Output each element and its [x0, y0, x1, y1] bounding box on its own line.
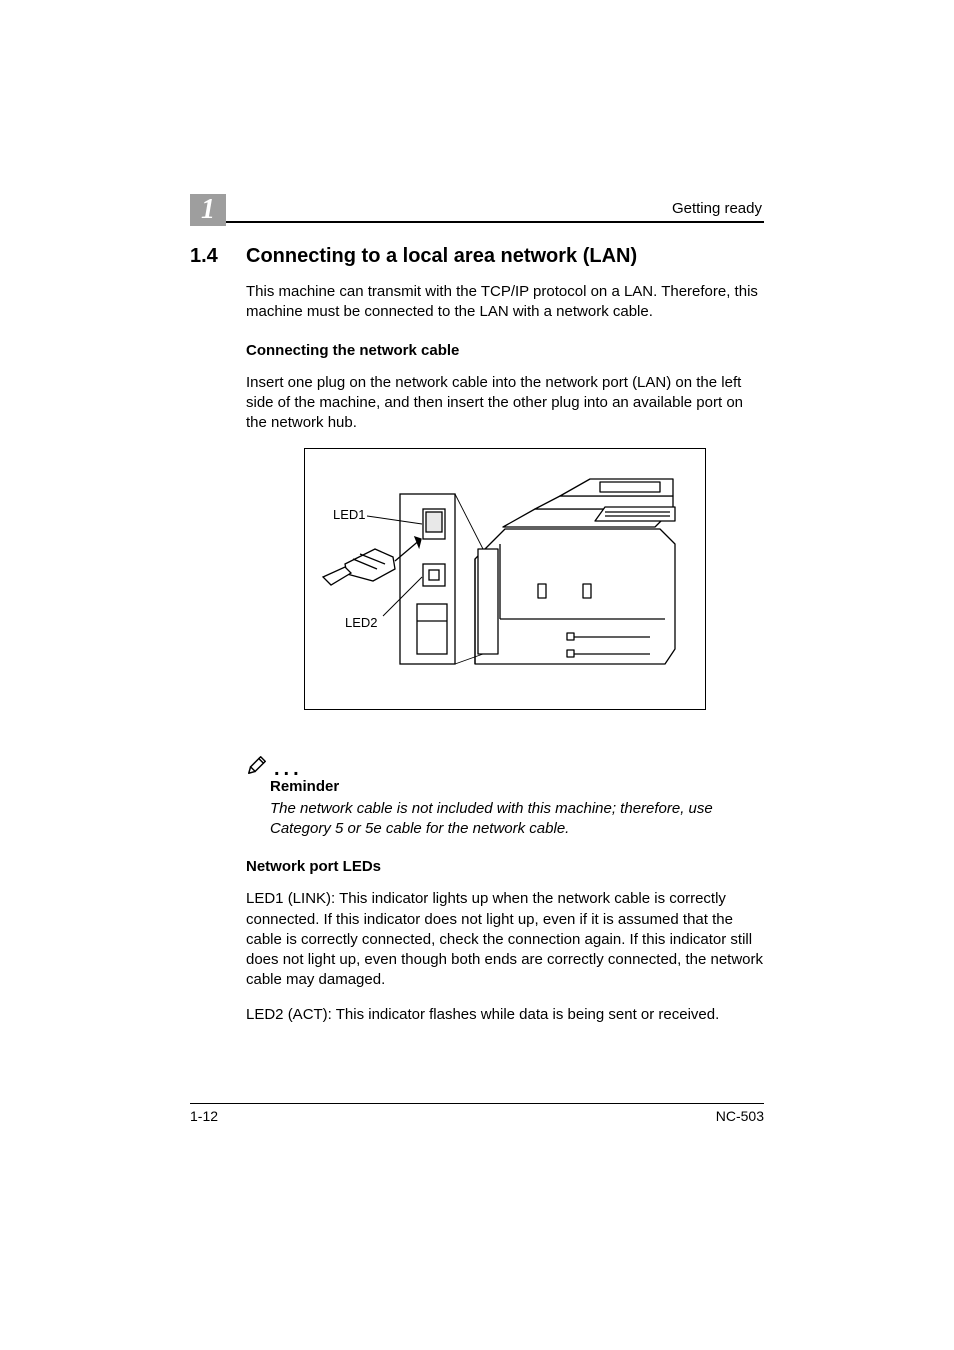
reminder-block: ... Reminder The network cable is not in…	[246, 754, 764, 840]
reminder-text: The network cable is not included with t…	[270, 799, 764, 840]
network-leds-block: Network port LEDs LED1 (LINK): This indi…	[246, 857, 764, 1025]
running-title: Getting ready	[190, 200, 764, 217]
reminder-title: Reminder	[270, 778, 764, 795]
header-rule	[190, 221, 764, 223]
model-number: NC-503	[716, 1108, 764, 1124]
pencil-icon	[246, 754, 268, 776]
page-number: 1-12	[190, 1108, 218, 1124]
led2-paragraph: LED2 (ACT): This indicator flashes while…	[246, 1005, 764, 1025]
page: Getting ready 1 1.4 Connecting to a loca…	[0, 0, 954, 1350]
section-heading-row: 1.4 Connecting to a local area network (…	[190, 245, 764, 268]
footer-row: 1-12 NC-503	[190, 1108, 764, 1124]
page-footer: 1-12 NC-503	[190, 1103, 764, 1124]
printer-diagram-svg: LED1 LED2	[305, 449, 705, 709]
printer-diagram: LED1 LED2	[304, 448, 706, 710]
led2-label: LED2	[345, 615, 378, 630]
intro-paragraph: This machine can transmit with the TCP/I…	[246, 282, 764, 323]
section-number: 1.4	[190, 245, 246, 268]
figure-container: LED1 LED2	[246, 448, 764, 710]
reminder-icon-row: ...	[246, 754, 764, 776]
led1-paragraph: LED1 (LINK): This indicator lights up wh…	[246, 889, 764, 990]
footer-rule	[190, 1103, 764, 1104]
reminder-dots: ...	[274, 764, 303, 774]
section-intro: This machine can transmit with the TCP/I…	[246, 282, 764, 710]
subheading-network-leds: Network port LEDs	[246, 857, 764, 877]
page-header: Getting ready 1	[190, 200, 764, 223]
connecting-cable-paragraph: Insert one plug on the network cable int…	[246, 373, 764, 434]
subheading-connecting-cable: Connecting the network cable	[246, 341, 764, 361]
led1-label: LED1	[333, 507, 366, 522]
chapter-number-badge: 1	[190, 194, 226, 226]
section-title: Connecting to a local area network (LAN)	[246, 245, 637, 268]
